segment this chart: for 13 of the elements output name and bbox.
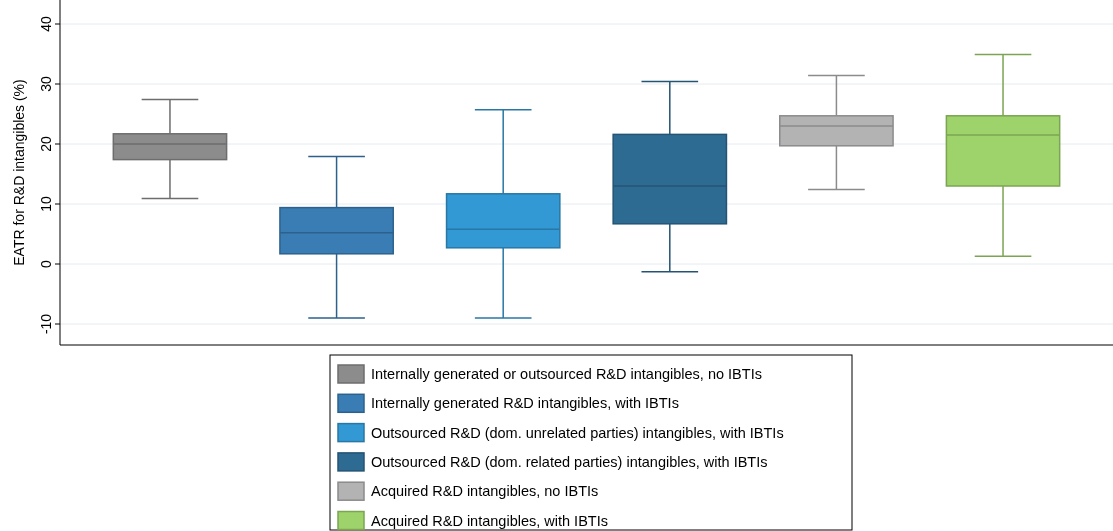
legend-label: Internally generated or outsourced R&D intangibles, no IBTIs [371,366,762,382]
legend-label: Acquired R&D intangibles, no IBTIs [371,483,599,500]
y-tick-label: 10 [38,196,54,212]
legend-label: Acquired R&D intangibles, with IBTIs [371,512,608,529]
legend-label: Outsourced R&D (dom. unrelated parties) intangibles, with IBTIs [371,424,784,441]
y-tick-label: 20 [38,136,54,152]
legend-label: Outsourced R&D (dom. related parties) intangibles, with IBTIs [371,453,768,470]
y-tick-label: 40 [38,16,54,32]
y-tick-label: -10 [38,313,54,335]
y-tick-label: 0 [38,259,54,268]
y-tick-label: 30 [38,76,54,92]
legend-label: Internally generated R&D intangibles, with IBTIs [371,395,679,412]
y-axis-title: EATR for R&D intangibles (%) [11,79,27,266]
